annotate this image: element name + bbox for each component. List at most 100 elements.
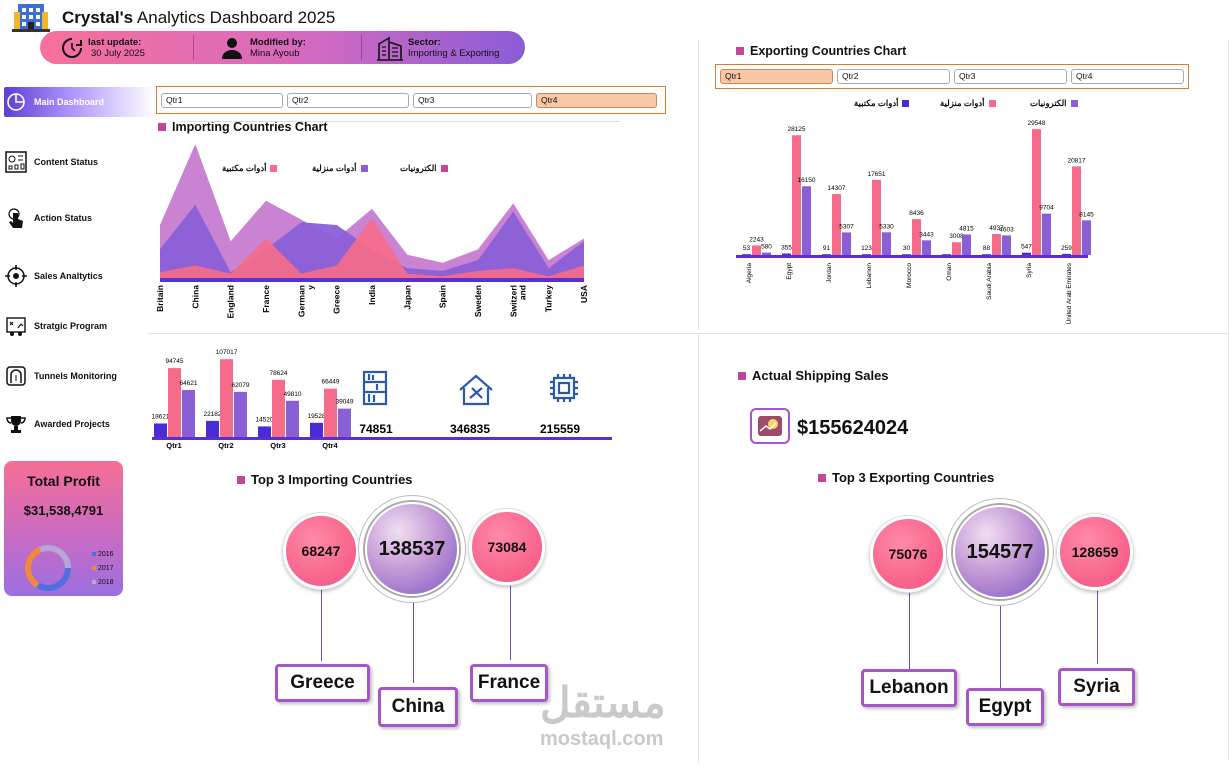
import-slicer-qtr1[interactable]: Qtr1 — [161, 92, 283, 108]
export-tick-label: United Arab Emirates — [1066, 262, 1073, 324]
sidebar-item-strategic-program[interactable]: Stratgic Program — [4, 313, 154, 339]
export-tick-label: Syria — [1026, 263, 1033, 278]
export-data-label: 3008 — [949, 233, 964, 240]
qtr-total-value: 215559 — [540, 422, 580, 436]
export-tick-label: Egypt — [786, 263, 793, 280]
top-import-center-bubble: 138537 — [365, 502, 459, 596]
sidebar-item-label: Action Status — [34, 213, 93, 223]
x-tick-label: China — [190, 285, 200, 309]
export-data-label: 123 — [861, 245, 872, 252]
top-export-center-bubble: 154577 — [953, 505, 1047, 599]
export-legend-office: أدوات مكتبية — [854, 98, 910, 109]
refresh-icon — [62, 37, 82, 58]
x-tick-label: Sweden — [473, 285, 483, 317]
x-tick-label: Switzerl — [508, 285, 518, 317]
export-data-label: 580 — [761, 244, 772, 251]
export-bar — [752, 245, 761, 255]
qtr-data-label: 62079 — [231, 382, 249, 389]
area-baseline — [160, 278, 584, 282]
export-slicer-qtr2[interactable]: Qtr2 — [837, 69, 950, 84]
watermark-arabic: مستقل — [540, 679, 666, 726]
export-data-label: 3443 — [919, 231, 934, 238]
sidebar-item-label: Tunnels Monitoring — [34, 371, 117, 381]
sidebar-item-tunnels-monitoring[interactable]: Tunnels Monitoring — [4, 363, 154, 389]
house-tools-icon — [459, 374, 493, 406]
import-slicer-qtr2[interactable]: Qtr2 — [287, 92, 409, 108]
export-bar — [792, 135, 801, 255]
import-slicer-qtr3[interactable]: Qtr3 — [413, 92, 532, 108]
sidebar-item-sales-analytics[interactable]: Sales Analtytics — [4, 263, 154, 289]
export-data-label: 5330 — [879, 223, 894, 230]
trophy-icon — [4, 412, 28, 436]
qtr-bar — [154, 423, 167, 437]
import-slicer-qtr4[interactable]: Qtr4 — [536, 92, 657, 108]
sidebar-item-awarded-projects[interactable]: Awarded Projects — [4, 411, 154, 437]
top-export-left-bubble: 75076 — [870, 516, 946, 592]
export-bar — [802, 186, 811, 255]
export-bar — [1082, 220, 1091, 255]
export-data-label: 9704 — [1039, 205, 1054, 212]
last-update-label: last update: — [88, 36, 142, 48]
export-bar — [1072, 166, 1081, 255]
sidebar-item-content-status[interactable]: Content Status — [4, 149, 154, 175]
export-bar — [992, 233, 1001, 255]
export-bar — [762, 252, 771, 255]
export-data-label: 17651 — [867, 171, 885, 178]
x-tick-label: USA — [579, 285, 589, 303]
x-tick-label: India — [367, 285, 377, 305]
qtr-bar — [324, 388, 337, 437]
qtr-data-label: 18621 — [151, 413, 169, 420]
x-tick-label: Greece — [332, 285, 342, 314]
total-profit-card: Total Profit $31,538,4791 2016 2017 2018 — [4, 461, 123, 596]
last-update-value: 30 July 2025 — [91, 47, 145, 59]
export-bar — [902, 254, 911, 255]
import-legend-home: أدوات منزلية — [312, 163, 368, 174]
qtr-data-label: 66449 — [321, 379, 339, 386]
export-bar — [1062, 253, 1071, 255]
x-tick-label: France — [261, 285, 271, 313]
export-data-label: 14307 — [827, 185, 845, 192]
qtr-bar — [182, 390, 195, 437]
importing-area-chart: Britain China England France German y Greece In… — [155, 144, 589, 319]
sidebar-item-main-dashboard[interactable]: Main Dashboard — [4, 87, 154, 117]
export-slicer-qtr3[interactable]: Qtr3 — [954, 69, 1067, 84]
modified-by: Modified by: Mina Ayoub — [220, 31, 306, 64]
sector-value: Importing & Exporting — [408, 47, 500, 59]
profit-donut-chart — [25, 545, 71, 591]
export-data-label: 53 — [743, 245, 751, 252]
export-legend-electronics: الكترونيات — [1030, 98, 1078, 109]
sidebar-item-action-status[interactable]: Action Status — [4, 205, 154, 231]
top-import-center-country: China — [378, 687, 458, 727]
export-slicer-qtr1[interactable]: Qtr1 — [720, 69, 833, 84]
x-tick-label: Spain — [438, 285, 448, 308]
exporting-chart-title: Exporting Countries Chart — [736, 44, 906, 58]
import-legend-electronics: الكترونيات — [400, 163, 448, 174]
shipping-value: $155624024 — [797, 417, 909, 439]
export-tick-label: Saudi Arabia — [986, 263, 993, 300]
top-export-center-country: Egypt — [966, 688, 1044, 726]
export-legend-home: أدوات منزلية — [940, 98, 996, 109]
export-slicer-qtr4[interactable]: Qtr4 — [1071, 69, 1184, 84]
top-import-right-bubble: 73084 — [469, 509, 545, 585]
sidebar-item-label: Stratgic Program — [34, 321, 108, 331]
touch-hand-icon — [4, 206, 28, 230]
top-export-title: Top 3 Exporting Countries — [818, 470, 994, 485]
qtr-data-label: 14520 — [255, 416, 273, 423]
export-data-label: 4603 — [999, 226, 1014, 233]
export-bar — [962, 234, 971, 255]
export-data-label: 4815 — [959, 225, 974, 232]
sidebar-item-label: Awarded Projects — [34, 419, 110, 429]
qtr-bar — [258, 426, 271, 437]
x-tick-label: y — [305, 285, 315, 290]
area-series-2 — [160, 218, 584, 279]
watermark-latin: mostaql.com — [540, 728, 664, 750]
qtr-bar — [338, 408, 351, 437]
export-bar — [942, 254, 951, 255]
qtr-data-label: 39049 — [335, 399, 353, 406]
modified-label: Modified by: — [250, 36, 306, 48]
qtr-tick-label: Qtr3 — [270, 441, 285, 450]
qtr-bar — [206, 420, 219, 437]
export-bar — [982, 254, 991, 255]
export-bar — [842, 232, 851, 255]
import-legend-office: أدوات مكتبية — [222, 163, 278, 174]
